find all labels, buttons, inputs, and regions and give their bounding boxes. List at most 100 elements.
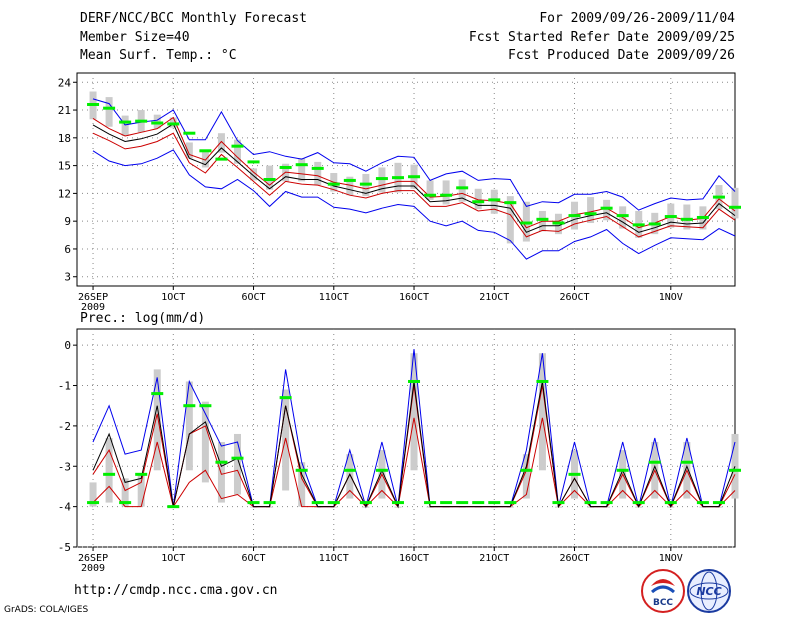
temp-observed-marker xyxy=(391,176,404,180)
precip-spread-bar xyxy=(137,474,145,507)
precip-upper-line xyxy=(92,385,736,509)
precip-spread-bar xyxy=(346,454,354,499)
temp-observed-marker xyxy=(504,201,517,205)
precip-observed-marker xyxy=(231,456,244,460)
precip-spread-bar xyxy=(490,506,498,508)
temp-x-tick-label: 1NOV xyxy=(659,292,683,303)
temp-observed-marker xyxy=(135,119,148,123)
temp-observed-marker xyxy=(119,120,132,124)
forecast-produced-date: Fcst Produced Date 2009/09/26 xyxy=(508,48,735,63)
temp-observed-marker xyxy=(87,102,100,106)
precip-y-tick-label: -1 xyxy=(58,380,71,393)
temp-spread-bar xyxy=(490,189,498,214)
precip-observed-marker xyxy=(696,501,709,505)
temp-observed-marker xyxy=(424,193,437,197)
source-url[interactable]: http://cmdp.ncc.cma.gov.cn xyxy=(74,583,278,598)
precip-observed-marker xyxy=(632,501,645,505)
temp-observed-marker xyxy=(472,200,485,204)
bcc-logo: BCC xyxy=(641,569,685,613)
temp-observed-marker xyxy=(552,221,565,225)
temp-observed-marker xyxy=(408,175,421,179)
precip-x-year-label: 2009 xyxy=(81,563,105,574)
precip-spread-bar xyxy=(250,506,258,508)
precip-spread-bar xyxy=(105,438,113,503)
precip-x-tick-label: 21OCT xyxy=(479,553,509,564)
temp-x-tick-label: 26SEP xyxy=(78,292,108,303)
temp-mean-line xyxy=(92,123,736,233)
precip-observed-marker xyxy=(279,396,292,400)
precip-spread-bar xyxy=(266,506,274,508)
precip-spread-bar xyxy=(121,478,129,507)
temp-observed-marker xyxy=(648,222,661,226)
precip-spread-bar xyxy=(474,506,482,508)
temp-y-tick-label: 18 xyxy=(58,132,71,145)
precip-observed-marker xyxy=(568,472,581,476)
temp-spread-bar xyxy=(426,180,434,200)
precip-observed-marker xyxy=(199,404,212,408)
precip-observed-marker xyxy=(616,468,629,472)
bcc-logo-ring xyxy=(641,569,685,613)
temp-spread-bar xyxy=(474,188,482,210)
temp-observed-marker xyxy=(568,214,581,218)
precip-x-tick-label: 16OCT xyxy=(399,553,429,564)
ncc-logo: NCC xyxy=(687,569,731,613)
precip-observed-marker xyxy=(311,501,324,505)
temp-y-tick-label: 15 xyxy=(58,160,71,173)
temp-spread-bar xyxy=(442,180,450,205)
temp-x-tick-label: 16OCT xyxy=(399,292,429,303)
temp-observed-marker xyxy=(375,177,388,181)
precip-spread-bar xyxy=(522,454,530,499)
precip-spread-bar xyxy=(442,506,450,508)
temp-observed-marker xyxy=(231,144,244,148)
temp-spread-bar xyxy=(731,187,739,219)
temp-observed-marker xyxy=(488,198,501,202)
precip-spread-bar xyxy=(587,506,595,508)
temp-x-tick-label: 11OCT xyxy=(319,292,349,303)
temp-max-line xyxy=(92,149,736,260)
temp-observed-marker xyxy=(712,195,725,199)
precip-max-line xyxy=(92,349,736,509)
precip-observed-marker xyxy=(440,501,453,505)
temp-observed-marker xyxy=(632,223,645,227)
precip-spread-bar xyxy=(458,506,466,508)
precip-observed-marker xyxy=(680,460,693,464)
ncc-logo-ring xyxy=(687,569,731,613)
temp-spread-bar xyxy=(233,139,241,164)
precip-spread-bar xyxy=(217,442,225,503)
precip-spread-bar xyxy=(153,369,161,471)
precip-spread-bar xyxy=(314,506,322,508)
temp-spread-bar xyxy=(185,142,193,159)
temp-observed-marker xyxy=(295,163,308,167)
precip-x-tick-label: 6OCT xyxy=(241,553,265,564)
precip-spread-bar xyxy=(731,433,739,499)
precip-spread-bar xyxy=(330,506,338,508)
temp-spread-bar xyxy=(250,168,258,181)
temp-spread-bar xyxy=(587,197,595,224)
temp-p75-line xyxy=(92,132,736,238)
temp-observed-marker xyxy=(279,165,292,169)
temp-x-tick-label: 26OCT xyxy=(559,292,589,303)
precip-spread-bar xyxy=(298,462,306,507)
precip-observed-marker xyxy=(263,501,276,505)
precip-spread-bar xyxy=(715,506,723,508)
precip-observed-marker xyxy=(488,501,501,505)
temp-observed-marker xyxy=(696,215,709,219)
precip-spread-bar xyxy=(185,381,193,471)
temp-spread-bar xyxy=(298,158,306,182)
bcc-logo-wave xyxy=(650,585,676,594)
forecast-period: For 2009/09/26-2009/11/04 xyxy=(539,11,735,26)
temp-observed-marker xyxy=(151,121,164,125)
bcc-logo-swirl xyxy=(651,579,675,586)
precip-observed-marker xyxy=(472,501,485,505)
precip-observed-marker xyxy=(375,468,388,472)
precip-observed-marker xyxy=(215,460,228,464)
temp-x-tick-label: 21OCT xyxy=(479,292,509,303)
precip-lower-line xyxy=(92,417,736,508)
temp-observed-marker xyxy=(183,131,196,135)
precip-spread-bar xyxy=(506,506,514,508)
precip-observed-marker xyxy=(408,379,421,383)
precip-observed-marker xyxy=(119,501,132,505)
temp-y-tick-label: 24 xyxy=(58,76,72,89)
precip-observed-marker xyxy=(247,501,260,505)
